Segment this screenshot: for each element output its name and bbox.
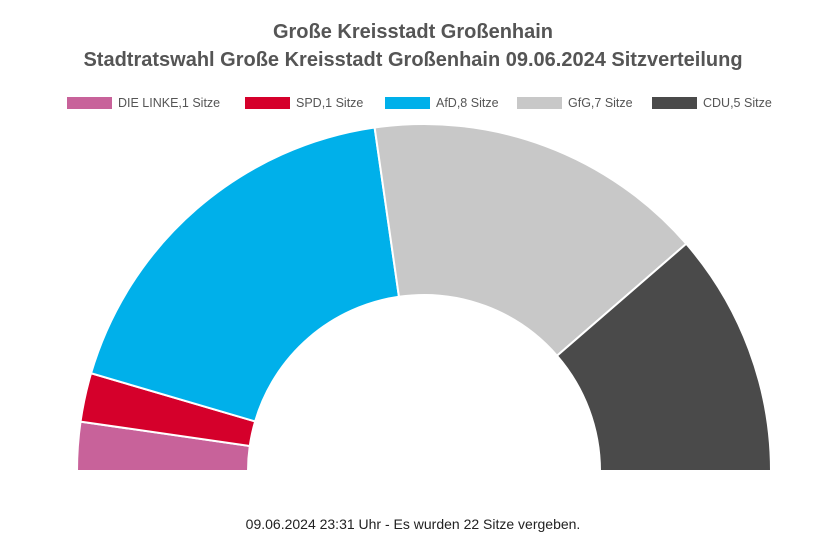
legend-label-cdu: CDU,5 Sitze — [703, 96, 772, 110]
legend-label-gfg: GfG,7 Sitze — [568, 96, 633, 110]
chart-slices — [75, 123, 773, 472]
legend-label-spd: SPD,1 Sitze — [296, 96, 364, 110]
chart-footer-note: 09.06.2024 23:31 Uhr - Es wurden 22 Sitz… — [245, 516, 581, 532]
legend-swatch-afd — [385, 97, 430, 109]
legend-item-afd[interactable]: AfD,8 Sitze — [385, 96, 499, 110]
chart-subtitle: Stadtratswahl Große Kreisstadt Großenhai… — [83, 49, 743, 71]
legend-swatch-spd — [245, 97, 290, 109]
legend-item-spd[interactable]: SPD,1 Sitze — [245, 96, 363, 110]
chart-legend: DIE LINKE,1 Sitze SPD,1 Sitze AfD,8 Sitz… — [0, 96, 826, 112]
slice-gfg[interactable] — [373, 123, 688, 358]
legend-swatch-cdu — [652, 97, 697, 109]
legend-item-gfg[interactable]: GfG,7 Sitze — [517, 96, 633, 110]
legend-label-afd: AfD,8 Sitze — [436, 96, 499, 110]
legend-item-die-linke[interactable]: DIE LINKE,1 Sitze — [67, 96, 220, 110]
chart-title: Große Kreisstadt Großenhain — [272, 21, 554, 43]
slice-cdu[interactable] — [555, 242, 773, 472]
legend-swatch-die-linke — [67, 97, 112, 109]
legend-swatch-gfg — [517, 97, 562, 109]
legend-label-die-linke: DIE LINKE,1 Sitze — [118, 96, 221, 110]
slice-afd[interactable] — [89, 126, 401, 423]
legend-item-cdu[interactable]: CDU,5 Sitze — [652, 96, 772, 110]
